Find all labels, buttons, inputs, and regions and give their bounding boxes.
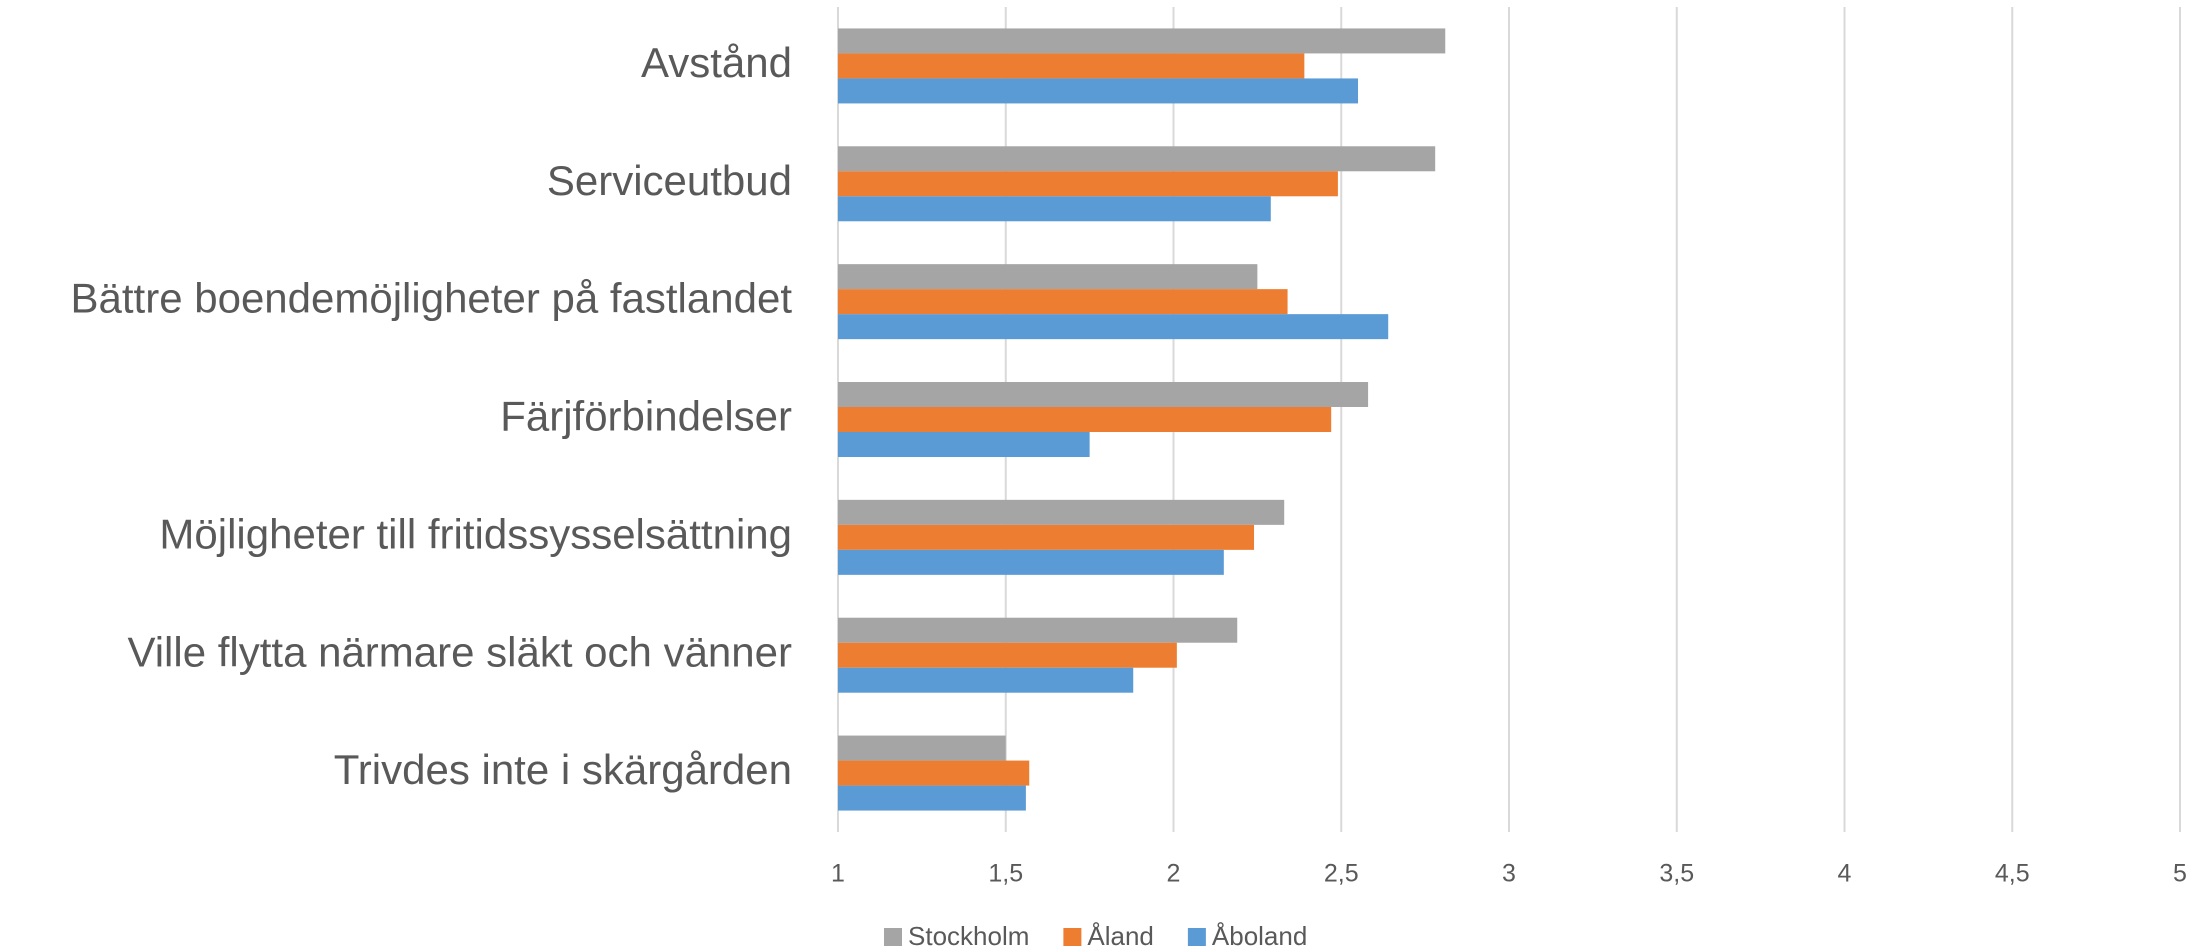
category-label: Färjförbindelser: [500, 393, 792, 440]
bar: [838, 667, 1134, 693]
legend-label: Åland: [1087, 921, 1154, 948]
bar: [838, 53, 1305, 79]
x-tick-label: 3,5: [1659, 860, 1694, 888]
x-tick-label: 4,5: [1995, 860, 2030, 888]
bar: [838, 407, 1332, 432]
bar: [838, 735, 1006, 761]
category-label: Serviceutbud: [547, 157, 792, 204]
legend-swatch: [1063, 928, 1082, 946]
bar: [838, 382, 1369, 407]
legend-swatch: [884, 928, 902, 946]
bar: [838, 524, 1255, 550]
category-label: Avstånd: [641, 39, 792, 86]
category-label: Ville flytta närmare släkt och vänner: [127, 628, 792, 675]
bar: [838, 289, 1288, 315]
bar: [838, 146, 1436, 172]
bar: [838, 78, 1359, 104]
bar: [838, 642, 1177, 668]
bar: [838, 432, 1090, 457]
legend-label: Stockholm: [908, 921, 1029, 948]
bar: [838, 617, 1238, 643]
category-label: Möjligheter till fritidssysselsättning: [159, 510, 792, 557]
x-tick-label: 4: [1838, 860, 1852, 888]
bar: [838, 314, 1389, 340]
bar: [838, 171, 1338, 197]
category-label: Bättre boendemöjligheter på fastlandet: [71, 275, 793, 322]
x-tick-label: 1: [831, 860, 845, 888]
bar: [838, 549, 1224, 575]
category-label: Trivdes inte i skärgården: [334, 746, 792, 793]
bar: [838, 264, 1258, 290]
legend-label: Åboland: [1212, 921, 1307, 948]
x-tick-label: 2: [1167, 860, 1181, 888]
bar: [838, 28, 1446, 54]
bar: [838, 760, 1030, 786]
legend-swatch: [1187, 928, 1206, 946]
bar: [838, 499, 1285, 525]
x-tick-label: 3: [1502, 860, 1516, 888]
x-tick-label: 2,5: [1324, 860, 1359, 888]
bar: [838, 196, 1271, 222]
x-tick-label: 5: [2173, 860, 2187, 888]
bar: [838, 785, 1026, 811]
x-tick-label: 1,5: [988, 860, 1023, 888]
